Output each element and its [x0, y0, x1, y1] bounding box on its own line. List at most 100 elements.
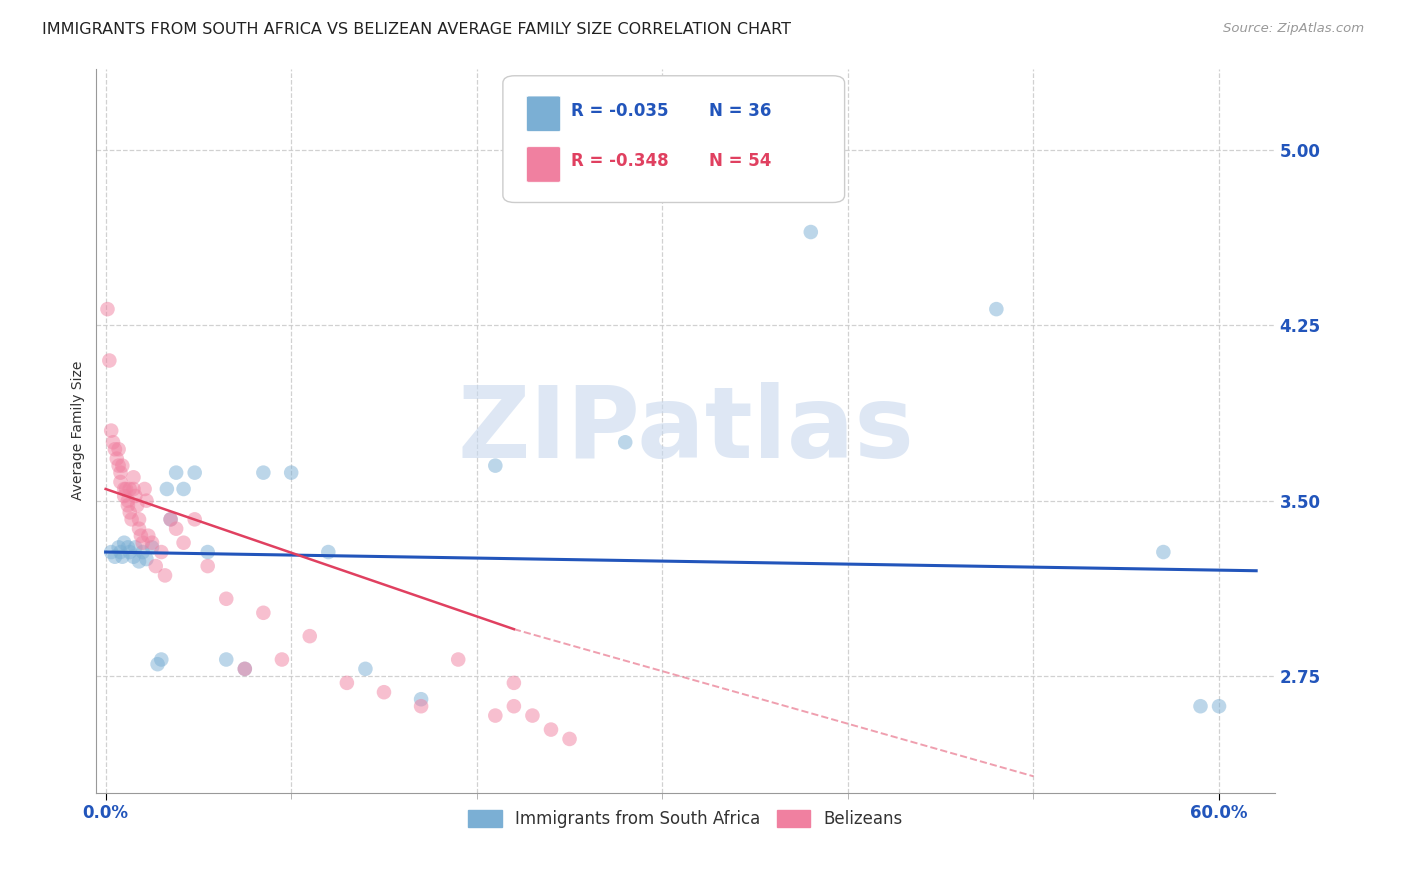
Point — [104, 549, 127, 564]
Point — [98, 353, 121, 368]
Point — [215, 652, 238, 666]
Point — [110, 475, 132, 489]
Point — [112, 489, 135, 503]
Point — [145, 559, 167, 574]
Point — [165, 466, 187, 480]
Point — [373, 685, 395, 699]
Point — [112, 482, 135, 496]
Point — [124, 489, 146, 503]
Point — [409, 699, 432, 714]
Point — [409, 692, 432, 706]
Point — [132, 545, 155, 559]
Point — [1189, 699, 1212, 714]
Point — [173, 482, 195, 496]
Point — [111, 458, 134, 473]
Point — [117, 541, 139, 555]
Point — [183, 512, 205, 526]
Point — [129, 529, 152, 543]
Point — [159, 512, 181, 526]
Point — [124, 541, 146, 555]
Point — [197, 545, 219, 559]
Point — [127, 499, 149, 513]
Point — [115, 482, 138, 496]
Point — [110, 466, 132, 480]
Point — [280, 466, 302, 480]
Point — [233, 662, 256, 676]
Point — [101, 435, 124, 450]
Point — [141, 541, 163, 555]
Text: ZIPatlas: ZIPatlas — [457, 382, 914, 479]
Text: N = 36: N = 36 — [709, 102, 772, 120]
Text: IMMIGRANTS FROM SOUTH AFRICA VS BELIZEAN AVERAGE FAMILY SIZE CORRELATION CHART: IMMIGRANTS FROM SOUTH AFRICA VS BELIZEAN… — [42, 22, 792, 37]
Point — [141, 535, 163, 549]
Point — [800, 225, 823, 239]
Point — [105, 451, 128, 466]
Point — [117, 499, 139, 513]
Point — [153, 568, 176, 582]
Point — [271, 652, 294, 666]
Legend: Immigrants from South Africa, Belizeans: Immigrants from South Africa, Belizeans — [461, 804, 910, 835]
Point — [134, 482, 156, 496]
Point — [122, 482, 145, 496]
Point — [165, 522, 187, 536]
Point — [121, 512, 143, 526]
FancyBboxPatch shape — [526, 96, 561, 131]
Point — [215, 591, 238, 606]
Point — [502, 699, 524, 714]
Point — [135, 493, 157, 508]
Y-axis label: Average Family Size: Average Family Size — [72, 361, 86, 500]
Point — [298, 629, 321, 643]
Point — [173, 535, 195, 549]
Point — [502, 676, 524, 690]
Point — [252, 466, 274, 480]
Point — [150, 545, 173, 559]
Text: Source: ZipAtlas.com: Source: ZipAtlas.com — [1223, 22, 1364, 36]
Point — [522, 708, 544, 723]
Point — [156, 482, 179, 496]
Point — [128, 554, 150, 568]
Point — [1208, 699, 1230, 714]
Point — [118, 505, 141, 519]
Point — [100, 424, 122, 438]
Point — [117, 493, 139, 508]
Point — [107, 541, 129, 555]
Point — [107, 458, 129, 473]
Point — [318, 545, 340, 559]
Point — [354, 662, 377, 676]
Point — [233, 662, 256, 676]
Point — [136, 529, 159, 543]
Point — [1152, 545, 1174, 559]
Point — [336, 676, 359, 690]
Point — [540, 723, 562, 737]
Point — [183, 466, 205, 480]
Point — [100, 545, 122, 559]
Text: N = 54: N = 54 — [709, 153, 772, 170]
FancyBboxPatch shape — [503, 76, 845, 202]
Point — [128, 522, 150, 536]
Point — [986, 302, 1008, 317]
Point — [107, 442, 129, 457]
Point — [197, 559, 219, 574]
Point — [135, 552, 157, 566]
Point — [110, 545, 132, 559]
Text: R = -0.348: R = -0.348 — [571, 153, 669, 170]
Point — [104, 442, 127, 457]
Point — [558, 731, 581, 746]
Point — [614, 435, 637, 450]
Point — [447, 652, 470, 666]
Point — [484, 458, 506, 473]
Point — [118, 482, 141, 496]
Point — [122, 549, 145, 564]
FancyBboxPatch shape — [526, 146, 561, 182]
Point — [150, 652, 173, 666]
Point — [118, 545, 141, 559]
Point — [96, 302, 118, 317]
Point — [159, 512, 181, 526]
Point — [146, 657, 169, 672]
Point — [252, 606, 274, 620]
Text: R = -0.035: R = -0.035 — [571, 102, 669, 120]
Point — [112, 535, 135, 549]
Point — [122, 470, 145, 484]
Point — [484, 708, 506, 723]
Point — [128, 512, 150, 526]
